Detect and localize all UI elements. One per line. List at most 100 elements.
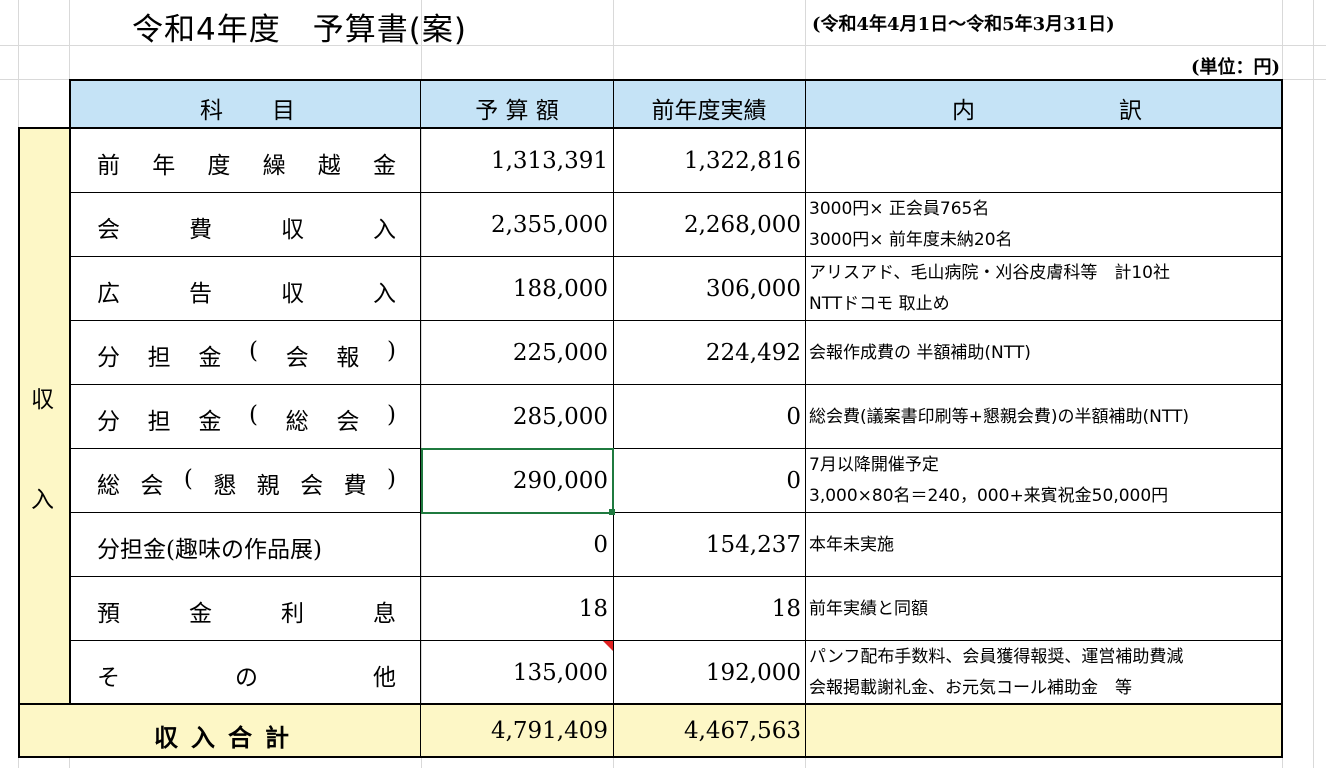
row-subject-char: 預	[97, 601, 120, 627]
row-subject-char: )	[387, 338, 396, 364]
row-subject-char: (	[249, 338, 258, 364]
row-budget[interactable]: 18	[578, 596, 608, 622]
row-subject-char: 担	[147, 409, 171, 435]
income-label-top: 収	[31, 387, 54, 413]
row-subject-char: 総	[285, 409, 309, 435]
document-title: 令和4年度 予算書(案)	[132, 12, 467, 48]
row-budget[interactable]: 2,355,000	[490, 212, 608, 238]
total-budget: 4,791,409	[490, 718, 608, 744]
row-details-line: 3000円× 前年度未納20名	[809, 230, 1013, 250]
row-subject-char: 親	[256, 473, 280, 499]
row-subject-char: の	[235, 665, 258, 691]
row-details-line: 前年実績と同額	[809, 599, 928, 619]
row-previous-result[interactable]: 0	[786, 404, 801, 430]
row-budget[interactable]: 135,000	[512, 660, 608, 686]
row-subject-char: 懇	[213, 473, 237, 499]
row-subject-char: 告	[189, 281, 212, 307]
row-details[interactable]: 前年実績と同額	[809, 594, 928, 625]
row-budget[interactable]: 225,000	[512, 340, 608, 366]
row-subject: 前年度繰越金	[97, 146, 396, 180]
comment-indicator-icon[interactable]	[603, 641, 613, 651]
row-subject-char: 前	[97, 153, 120, 179]
row-subject-char: 費	[343, 473, 367, 499]
row-subject-char: 度	[207, 153, 231, 179]
row-subject-char: 金	[198, 345, 222, 371]
row-subject-char: (	[183, 466, 193, 492]
row-subject-char: )	[387, 402, 396, 428]
row-budget[interactable]: 188,000	[512, 276, 608, 302]
row-details[interactable]: 本年未実施	[809, 530, 894, 561]
row-subject: その他	[97, 658, 396, 692]
row-previous-result[interactable]: 0	[786, 468, 801, 494]
row-subject-char: 入	[373, 281, 396, 307]
row-subject-char: 総	[97, 473, 120, 499]
row-budget[interactable]: 1,313,391	[490, 148, 608, 174]
row-details-line: 3,000×80名＝240，000+来賓祝金50,000円	[809, 486, 1169, 506]
row-previous-result[interactable]: 154,237	[705, 532, 801, 558]
row-subject-char: 分担金(趣味の作品展)	[97, 537, 322, 563]
row-previous-result[interactable]: 224,492	[705, 340, 801, 366]
row-details[interactable]: 総会費(議案書印刷等+懇親会費)の半額補助(NTT)	[809, 402, 1189, 433]
row-subject-char: 入	[373, 217, 396, 243]
header-budget: 予 算 額	[475, 98, 559, 124]
row-previous-result[interactable]: 192,000	[705, 660, 801, 686]
row-budget[interactable]: 285,000	[512, 404, 608, 430]
row-details-line: パンフ配布手数料、会員獲得報奨、運営補助費減	[809, 647, 1184, 667]
row-details-line: NTTドコモ 取止め	[809, 294, 950, 314]
row-details-line: 総会費(議案書印刷等+懇親会費)の半額補助(NTT)	[809, 407, 1189, 427]
row-subject-char: 金	[189, 601, 212, 627]
row-subject: 総会(懇親会費)	[97, 466, 396, 500]
row-details[interactable]: 7月以降開催予定 3,000×80名＝240，000+来賓祝金50,000円	[809, 450, 1168, 512]
row-budget[interactable]: 290,000	[512, 468, 608, 494]
header-details: 内訳	[952, 98, 1142, 124]
row-details-line: アリスアド、毛山病院・刈谷皮膚科等 計10社	[809, 263, 1170, 283]
income-label-bottom: 入	[31, 487, 54, 513]
row-subject-char: 分	[97, 409, 120, 435]
total-label: 収入合計	[154, 723, 302, 752]
row-subject-char: 収	[281, 217, 304, 243]
row-subject-char: そ	[97, 665, 120, 691]
row-details[interactable]: 3000円× 正会員765名 3000円× 前年度未納20名	[809, 194, 1013, 256]
row-previous-result[interactable]: 2,268,000	[683, 212, 801, 238]
row-previous-result[interactable]: 306,000	[705, 276, 801, 302]
row-previous-result[interactable]: 1,322,816	[683, 148, 801, 174]
row-details[interactable]: 会報作成費の 半額補助(NTT)	[809, 338, 1031, 369]
row-subject-char: 報	[336, 345, 360, 371]
row-subject-char: 繰	[262, 153, 286, 179]
row-details[interactable]: パンフ配布手数料、会員獲得報奨、運営補助費減 会報掲載謝礼金、お元気コール補助金 …	[809, 642, 1183, 704]
selected-cell[interactable]	[421, 448, 614, 514]
row-subject-char: 会	[300, 473, 324, 499]
row-subject-char: 担	[147, 345, 171, 371]
row-subject-char: 会	[140, 473, 164, 499]
unit-label: (単位：円)	[1190, 57, 1280, 78]
row-details-line: 本年未実施	[809, 535, 894, 555]
row-subject-char: 会	[336, 409, 360, 435]
row-subject: 会費収入	[97, 210, 396, 244]
row-subject-char: 金	[372, 153, 396, 179]
row-subject: 分担金(趣味の作品展)	[97, 530, 396, 564]
fill-handle[interactable]	[609, 509, 615, 515]
total-row	[19, 705, 1282, 757]
row-subject-char: 年	[152, 153, 176, 179]
row-subject-char: 他	[373, 665, 396, 691]
fiscal-period: (令和4年4月1日～令和5年3月31日)	[812, 14, 1115, 35]
row-details[interactable]: アリスアド、毛山病院・刈谷皮膚科等 計10社 NTTドコモ 取止め	[809, 258, 1170, 320]
row-subject: 分 担 金 (会 報)	[97, 338, 396, 372]
row-subject-char: 会	[285, 345, 309, 371]
income-side-cell	[19, 129, 69, 757]
header-row	[70, 80, 1282, 128]
row-details-line: 7月以降開催予定	[809, 455, 939, 475]
row-subject-char: 金	[198, 409, 222, 435]
row-subject: 分 担 金 ( 総 会)	[97, 402, 396, 436]
row-subject-char: 越	[317, 153, 341, 179]
row-subject: 広告収入	[97, 274, 396, 308]
row-previous-result[interactable]: 18	[771, 596, 801, 622]
row-subject-char: 広	[97, 281, 120, 307]
row-subject-char: 会	[97, 217, 120, 243]
row-subject-char: 収	[281, 281, 304, 307]
row-subject-char: 費	[189, 217, 212, 243]
row-subject-char: (	[249, 402, 258, 428]
header-subject: 科目	[200, 98, 295, 124]
row-budget[interactable]: 0	[593, 532, 608, 558]
row-subject-char: 利	[281, 601, 304, 627]
